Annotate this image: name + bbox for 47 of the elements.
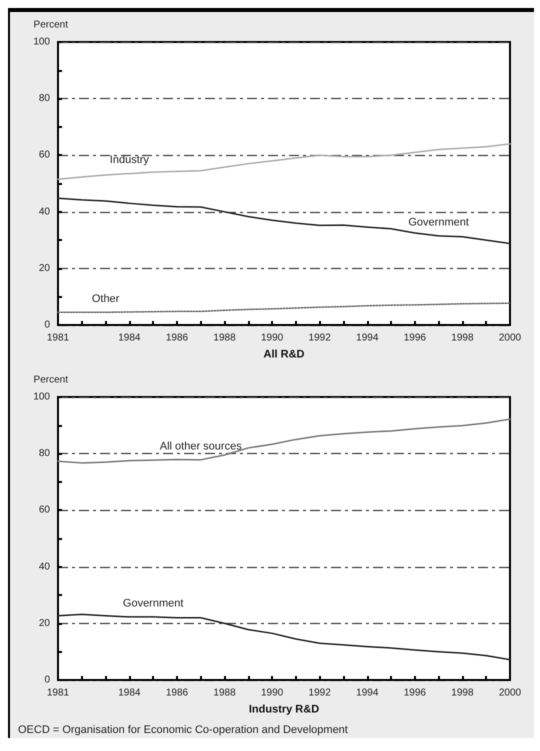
y-tick-label: 60 — [38, 504, 50, 516]
y-axis-title: Percent — [34, 20, 68, 30]
x-tick-label: 1986 — [166, 332, 189, 344]
series-label: Industry — [110, 154, 150, 166]
x-tick-label: 1994 — [356, 688, 379, 698]
y-tick-label: 40 — [38, 206, 50, 218]
x-tick-label: 2000 — [498, 332, 522, 344]
x-tick-label: 1998 — [451, 332, 474, 344]
line-series — [57, 143, 511, 180]
series-label: Government — [408, 216, 469, 228]
line-series — [57, 418, 511, 464]
x-axis-title: All R&D — [264, 348, 305, 360]
x-tick-label: 1996 — [404, 688, 426, 698]
x-tick-label: 1984 — [118, 688, 141, 698]
y-tick-label: 40 — [38, 561, 50, 572]
series-label: All other sources — [160, 440, 242, 452]
y-axis-title: Percent — [34, 374, 68, 386]
x-tick-label: 1990 — [260, 688, 284, 698]
line-series — [57, 614, 511, 660]
x-axis-title: Industry R&D — [248, 704, 320, 716]
series-label: Government — [122, 597, 184, 610]
x-tick-label: 1988 — [213, 332, 236, 344]
x-tick-label: 1988 — [213, 688, 236, 698]
y-tick-label: 20 — [38, 262, 50, 274]
line-series — [57, 302, 511, 314]
x-tick-label: 1990 — [260, 332, 284, 344]
y-tick-label: 20 — [38, 618, 50, 629]
x-tick-label: 1992 — [308, 688, 332, 698]
y-tick-label: 80 — [38, 93, 50, 104]
x-tick-label: 1986 — [166, 688, 189, 698]
series-label: Other — [92, 292, 120, 305]
y-tick-label: 100 — [33, 36, 50, 48]
x-tick-label: 1996 — [404, 332, 426, 344]
y-tick-label: 80 — [38, 448, 50, 460]
y-tick-label: 60 — [38, 150, 50, 161]
y-tick-label: 100 — [33, 392, 50, 402]
y-tick-label: 0 — [44, 320, 50, 330]
x-tick-label: 1981 — [46, 688, 70, 698]
line-series — [57, 197, 511, 244]
x-tick-label: 1994 — [356, 332, 379, 344]
text: OECD = Organisation for Economic Co-operation and Development — [17, 723, 349, 738]
x-tick-label: 1992 — [308, 332, 332, 344]
x-tick-label: 2000 — [498, 688, 522, 698]
x-tick-label: 1998 — [451, 688, 474, 698]
x-tick-label: 1981 — [46, 332, 70, 344]
y-tick-label: 0 — [44, 674, 50, 686]
x-tick-label: 1984 — [118, 332, 141, 344]
